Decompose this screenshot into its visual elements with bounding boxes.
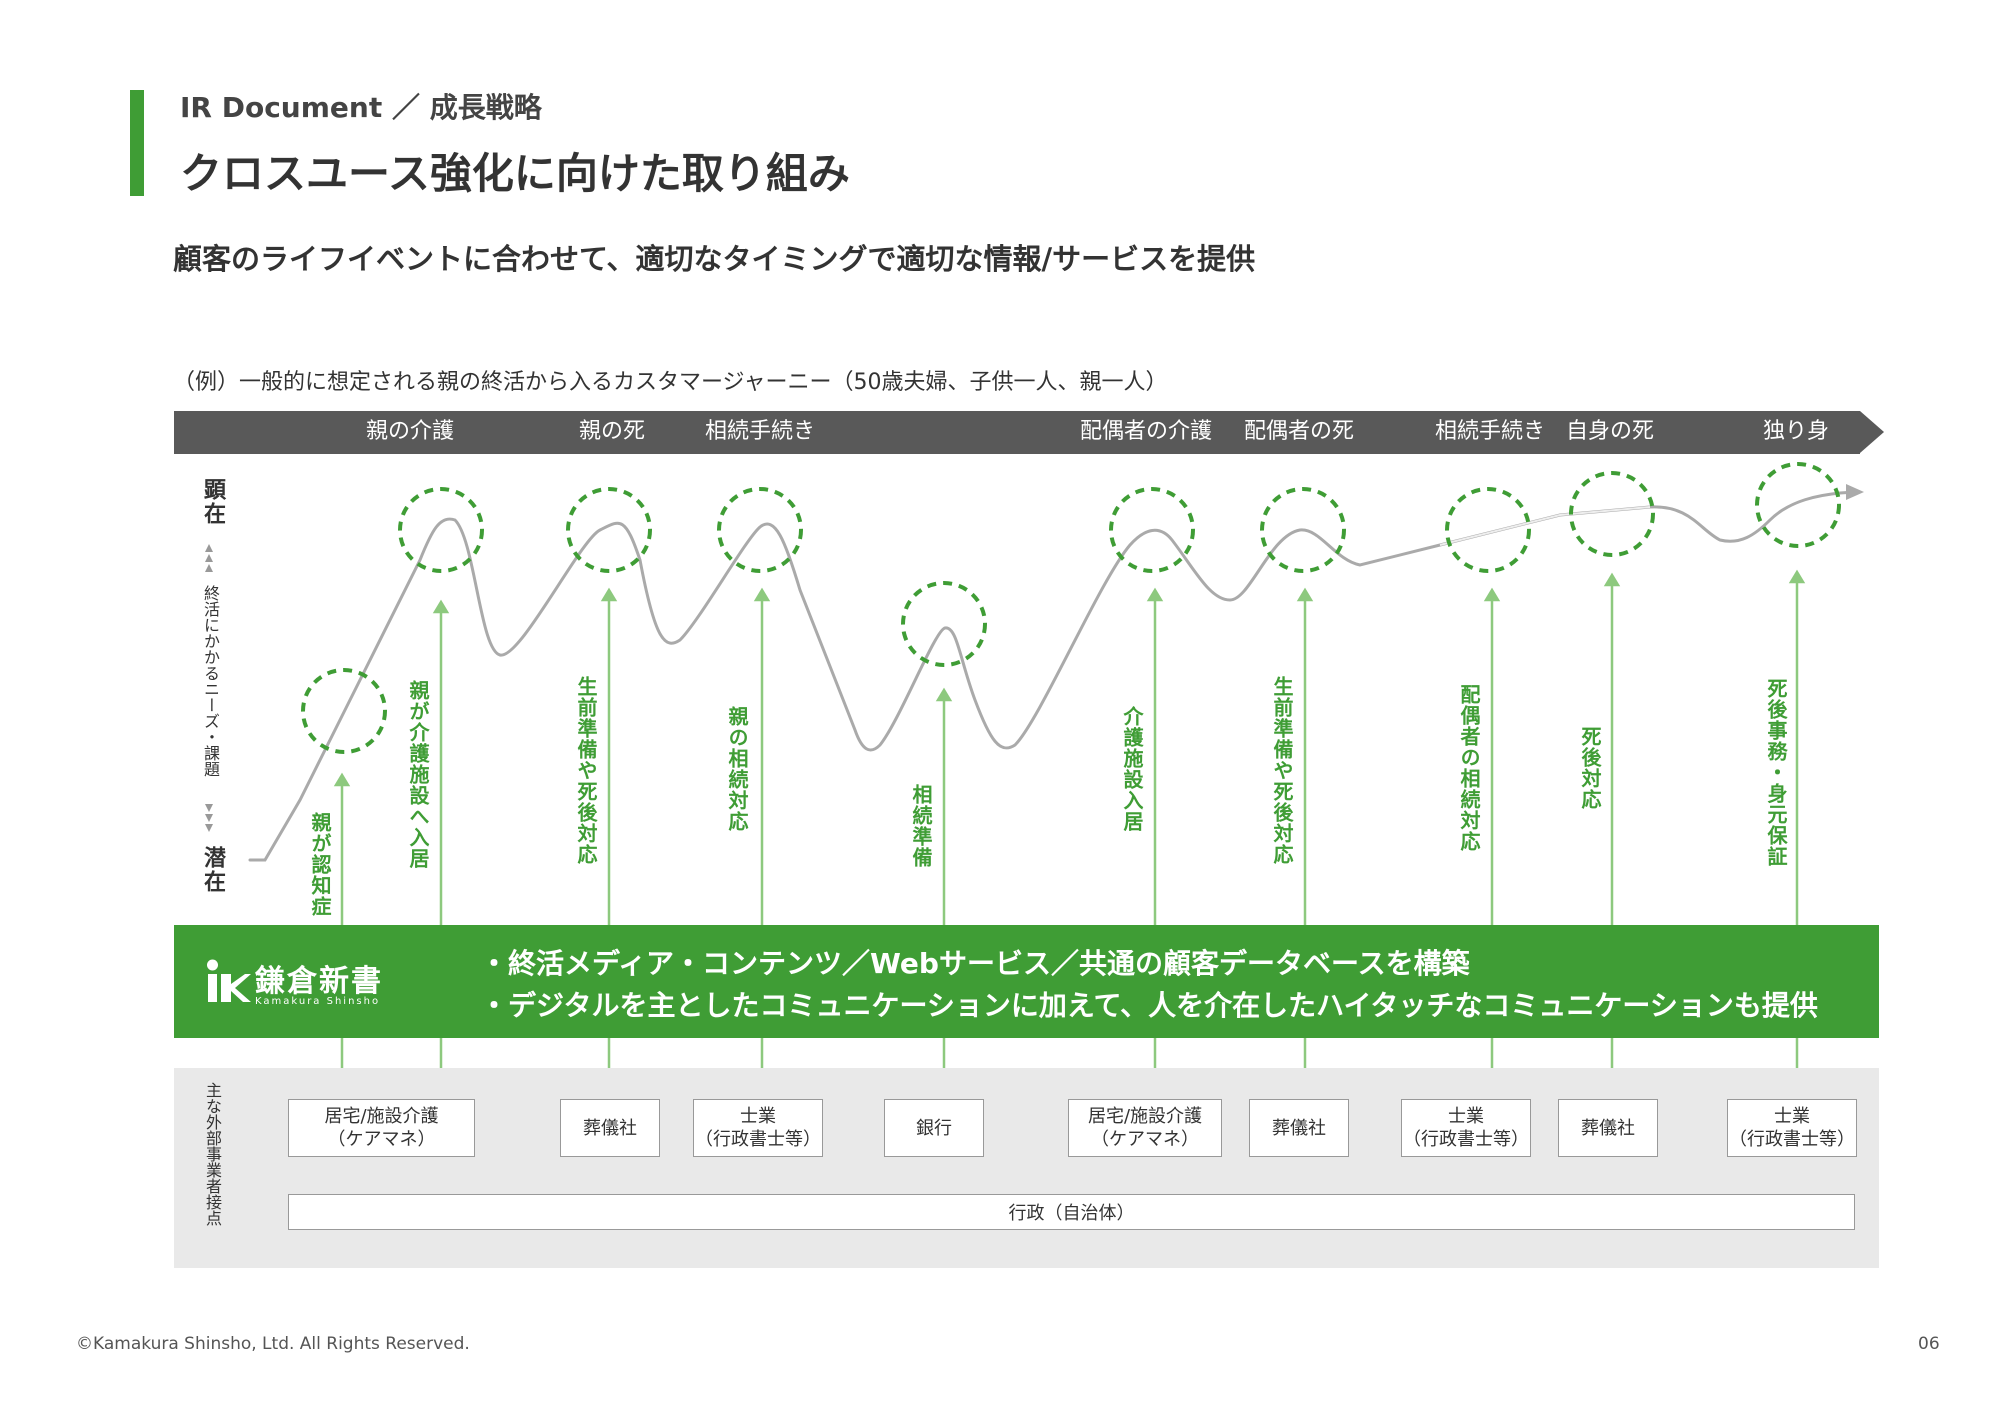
partner-box: 居宅/施設介護 （ケアマネ） — [288, 1099, 475, 1157]
partner-line-1: 士業 — [740, 1106, 776, 1127]
need-label: 親の相続対応 — [725, 704, 749, 834]
need-label: 介護施設入居 — [1120, 704, 1144, 834]
journey-note: （例）一般的に想定される親の終活から入るカスタマージャーニー（50歳夫婦、子供一… — [173, 370, 1168, 395]
page-number: 06 — [1918, 1334, 1940, 1354]
event-label: 自身の死 — [1565, 419, 1655, 444]
breadcrumb: IR Document ／ 成長戦略 — [180, 91, 542, 124]
brand-line-2: ・デジタルを主としたコミュニケーションに加えて、人を介在したハイタッチなコミュニ… — [480, 989, 1818, 1022]
partners-area — [174, 1068, 1879, 1268]
partner-box: 葬儀社 — [1558, 1099, 1658, 1157]
event-label: 親の介護 — [365, 419, 455, 444]
partner-line-2: （ケアマネ） — [327, 1129, 436, 1150]
axis-label-middle: 終活にかかるニーズ・課題 — [201, 585, 220, 777]
needs-curve — [248, 490, 1857, 862]
need-label: 親が認知症 — [308, 810, 332, 919]
event-label: 配偶者の介護 — [1079, 419, 1213, 444]
partner-box: 銀行 — [884, 1099, 984, 1157]
partner-line-2: （行政書士等） — [1403, 1129, 1529, 1150]
partner-box: 士業 （行政書士等） — [693, 1099, 823, 1157]
partner-line-2: （行政書士等） — [695, 1129, 821, 1150]
axis-label-bottom: 潜在 — [200, 846, 225, 894]
page-title: クロスユース強化に向けた取り組み — [180, 149, 850, 198]
dashed-circle — [901, 581, 987, 667]
partner-line-1: 士業 — [1774, 1106, 1810, 1127]
dashed-circle — [1569, 471, 1655, 557]
dashed-circle — [566, 487, 652, 573]
event-label: 相続手続き — [1434, 419, 1546, 444]
logo-name: 鎌倉新書 — [255, 964, 383, 999]
dashed-circle — [1260, 487, 1346, 573]
partner-line-2: （行政書士等） — [1729, 1129, 1855, 1150]
need-label: 配偶者の相続対応 — [1457, 682, 1481, 854]
partner-box: 士業 （行政書士等） — [1401, 1099, 1531, 1157]
brand-band — [174, 925, 1879, 1038]
partner-line-1: 葬儀社 — [1581, 1117, 1635, 1139]
kamakura-logo-icon — [207, 959, 251, 1002]
dashed-circle — [1445, 487, 1531, 573]
logo-roman: Kamakura Shinsho — [255, 996, 381, 1007]
need-label: 親が介護施設へ入居 — [406, 678, 430, 871]
event-label: 相続手続き — [704, 419, 816, 444]
event-label: 親の死 — [578, 419, 646, 444]
timeline-arrow-icon — [1860, 411, 1884, 453]
footer-copyright: ©Kamakura Shinsho, Ltd. All Rights Reser… — [76, 1334, 470, 1354]
partner-line-2: （ケアマネ） — [1091, 1129, 1199, 1150]
dashed-circle — [1755, 462, 1841, 548]
need-label: 死後事務・身元保証 — [1764, 676, 1788, 869]
need-label: 生前準備や死後対応 — [1270, 674, 1294, 867]
dashed-circle — [301, 668, 387, 754]
dashed-circle — [1109, 487, 1195, 573]
brand-line-1: ・終活メディア・コンテンツ／Webサービス／共通の顧客データベースを構築 — [480, 947, 1470, 980]
timeline-bar — [174, 411, 1860, 454]
government-box: 行政（自治体） — [288, 1194, 1855, 1230]
partner-line-1: 居宅/施設介護 — [324, 1106, 439, 1127]
axis-label-top: 顕在 — [200, 478, 225, 526]
partner-line-1: 葬儀社 — [1272, 1117, 1326, 1139]
partner-box: 士業 （行政書士等） — [1727, 1099, 1857, 1157]
dashed-circle — [398, 487, 484, 573]
need-label: 死後対応 — [1578, 724, 1602, 812]
partner-line-1: 居宅/施設介護 — [1087, 1106, 1203, 1127]
curve-arrow-icon — [1846, 484, 1864, 500]
event-label: 配偶者の死 — [1243, 419, 1355, 444]
need-label: 生前準備や死後対応 — [574, 674, 598, 867]
need-label: 相続準備 — [909, 782, 933, 870]
partner-box: 葬儀社 — [560, 1099, 660, 1157]
dashed-circle — [717, 487, 803, 573]
partner-line-1: 葬儀社 — [583, 1117, 637, 1139]
event-label: 独り身 — [1762, 419, 1830, 444]
partner-line-1: 銀行 — [916, 1117, 952, 1139]
subtitle: 顧客のライフイベントに合わせて、適切なタイミングで適切な情報/サービスを提供 — [173, 242, 1256, 276]
partner-box: 葬儀社 — [1249, 1099, 1349, 1157]
partner-line-1: 士業 — [1448, 1106, 1484, 1127]
title-accent-bar — [130, 90, 144, 196]
partners-label: 主な外部事業者接点 — [203, 1082, 222, 1226]
partner-box: 居宅/施設介護 （ケアマネ） — [1068, 1099, 1222, 1157]
